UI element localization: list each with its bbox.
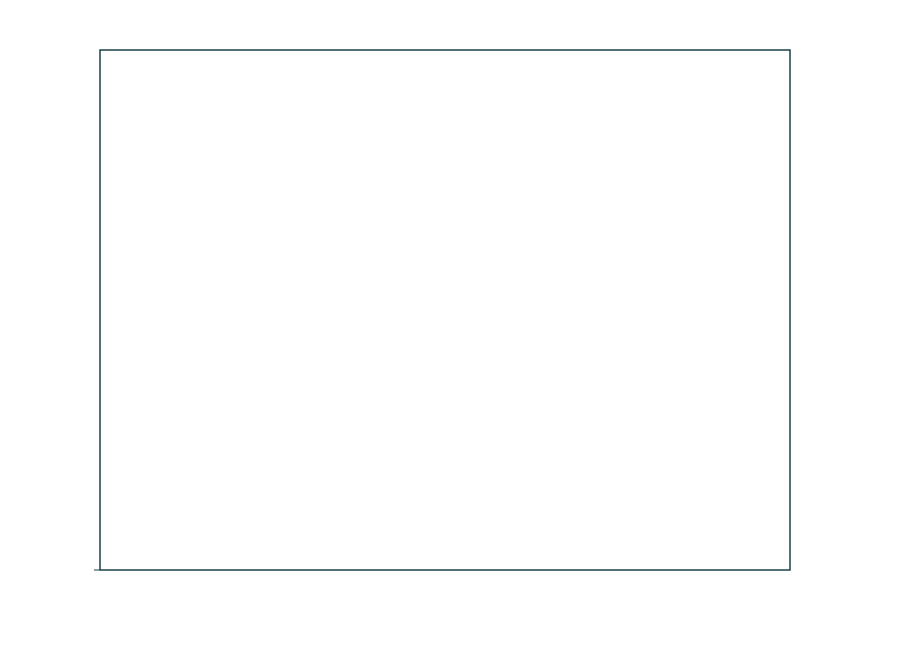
plot-frame <box>100 50 790 570</box>
chart-svg <box>0 0 912 653</box>
chart-container <box>0 0 912 653</box>
